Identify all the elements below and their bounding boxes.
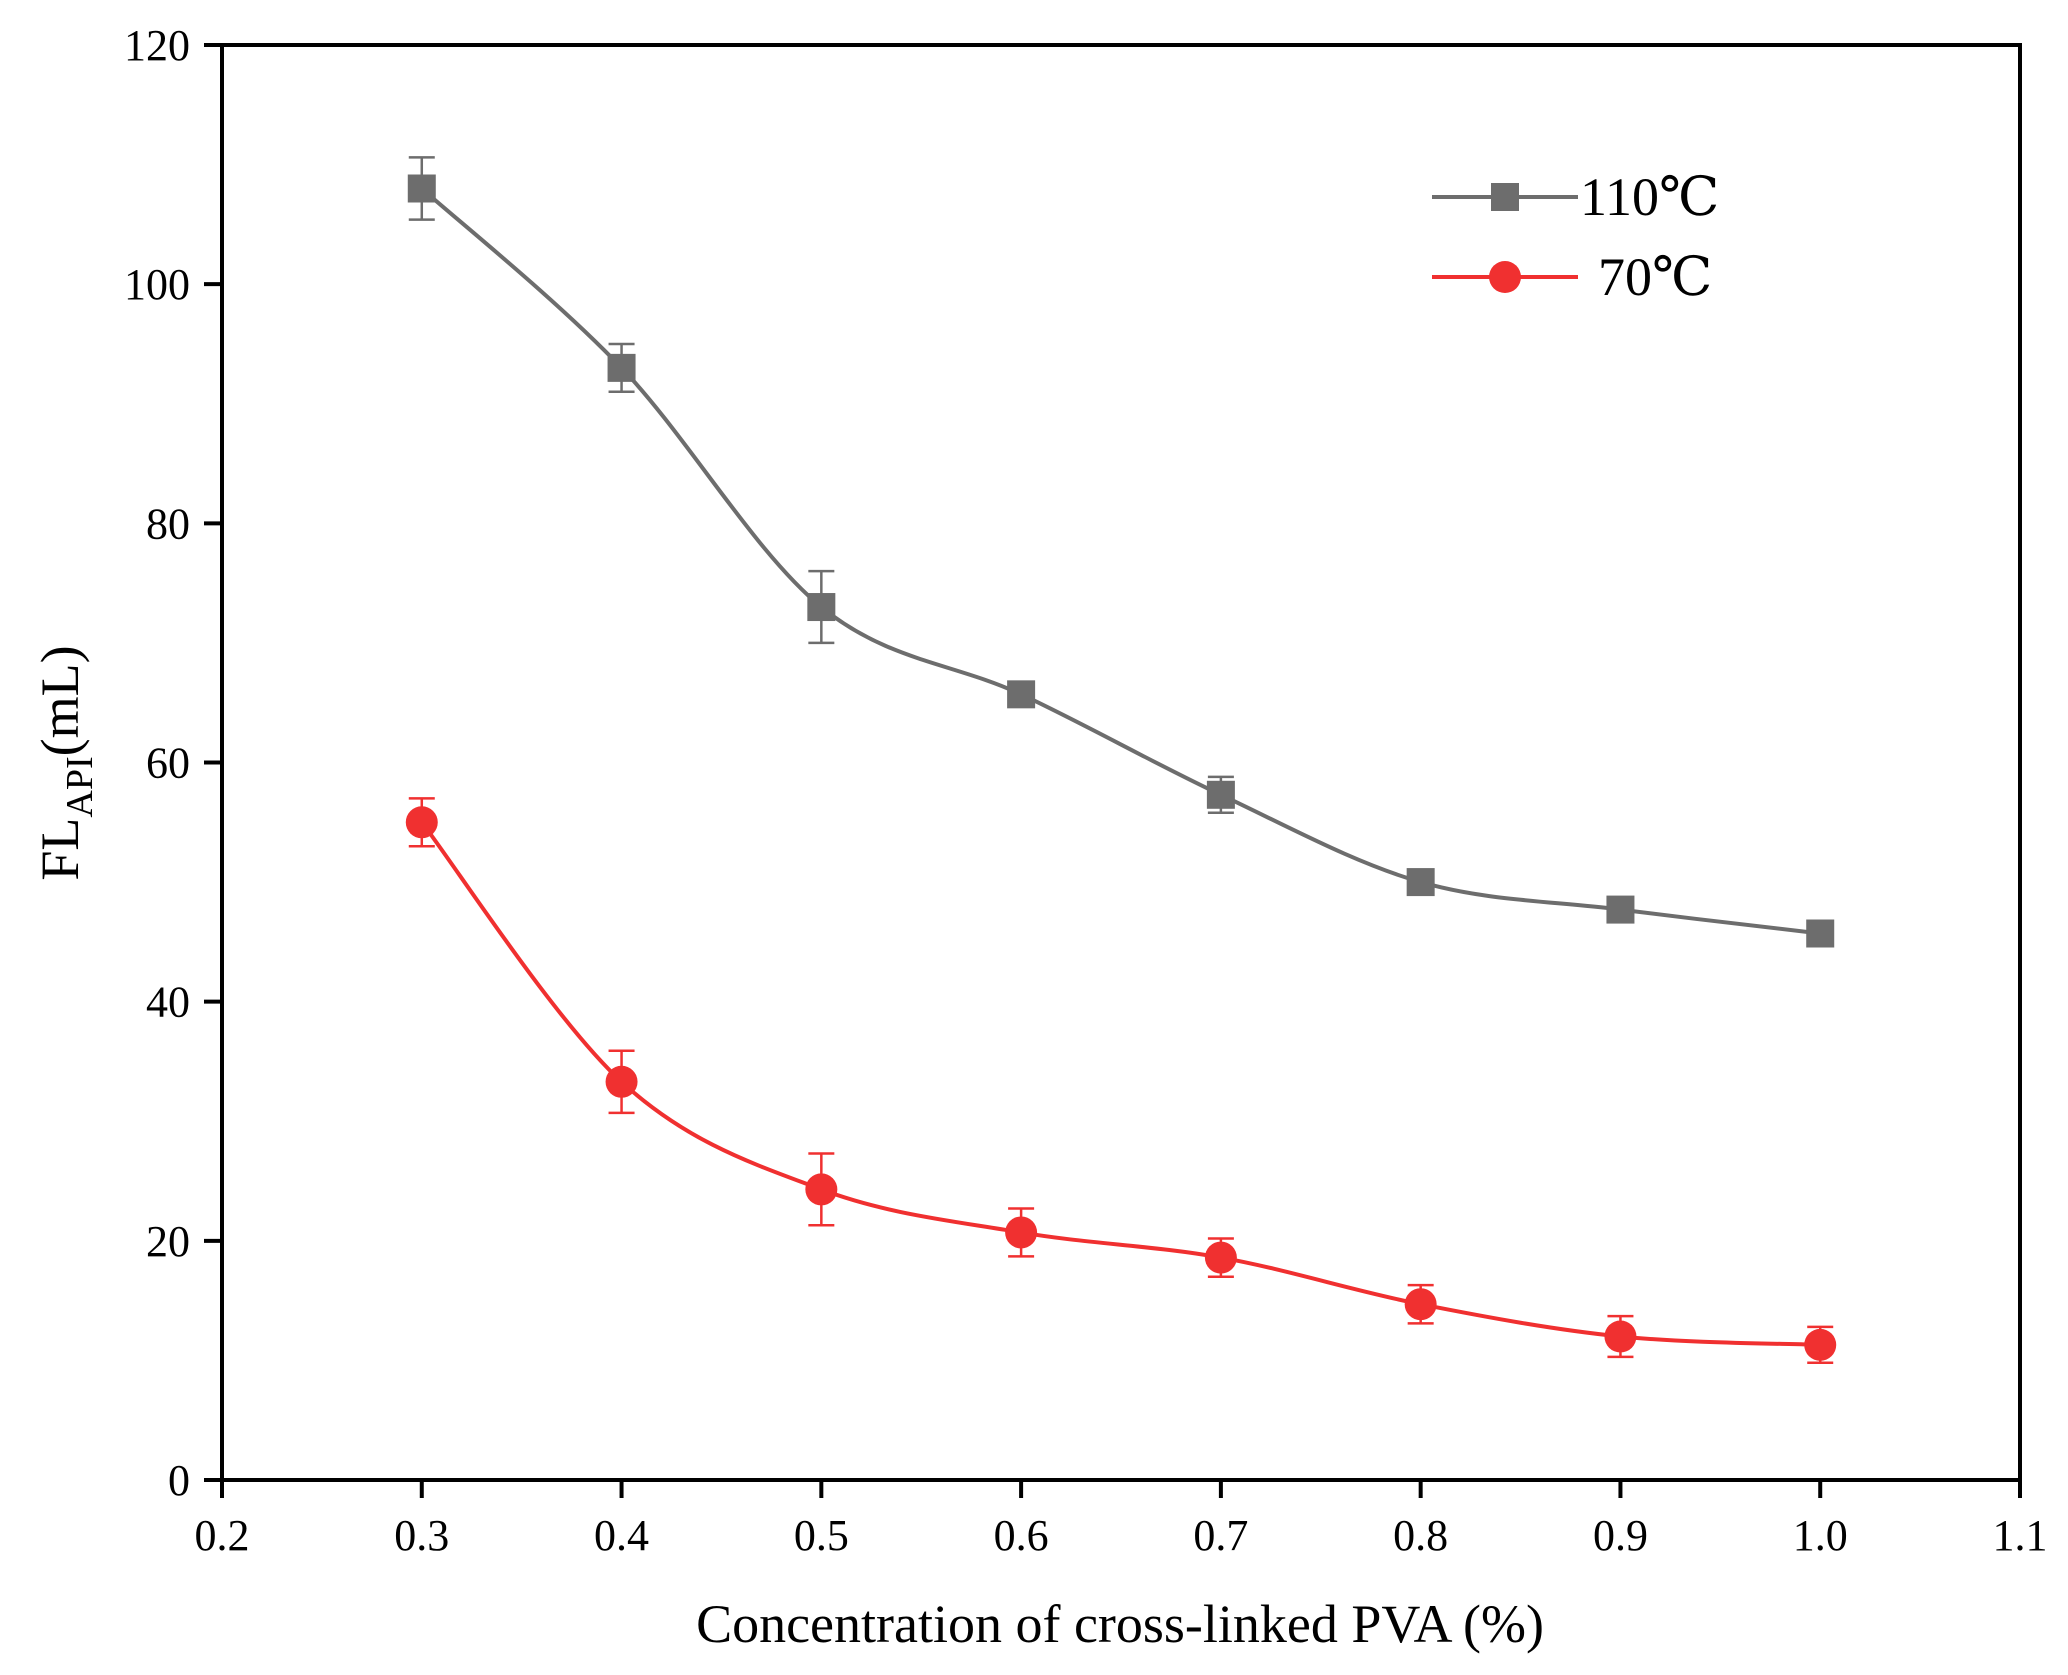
data-point [407,174,436,203]
data-point [1406,868,1435,897]
plot-area [405,156,1837,1365]
y-tick-label: 40 [146,978,190,1027]
data-point [605,1065,638,1098]
series-70c [405,797,1837,1365]
data-point [1604,1320,1637,1353]
y-tick-label: 120 [124,21,190,70]
data-point [1206,780,1235,809]
y-axis-title-main: FL [30,818,90,881]
data-point [1005,1216,1038,1249]
y-tick-label: 0 [168,1456,190,1505]
data-point [1204,1241,1237,1274]
legend-marker [1491,183,1519,211]
data-point [807,593,836,622]
x-tick-label: 0.4 [594,1511,649,1560]
y-tick-label: 60 [146,739,190,788]
legend-label: 70℃ [1598,247,1712,307]
legend-item-70c: 70℃ [1432,247,1712,307]
legend-marker [1489,261,1521,293]
y-axis-title-unit: (mL) [30,645,90,756]
x-axis-title: Concentration of cross-linked PVA (%) [696,1594,1544,1654]
data-point [1606,895,1635,924]
y-tick-label: 100 [124,260,190,309]
x-tick-label: 0.8 [1393,1511,1448,1560]
x-tick-label: 0.9 [1593,1511,1648,1560]
x-tick-label: 1.1 [1993,1511,2048,1560]
x-tick-label: 0.3 [394,1511,449,1560]
y-tick-label: 80 [146,499,190,548]
series-110c [407,156,1835,948]
x-tick-label: 0.2 [195,1511,250,1560]
data-point [1007,680,1036,709]
axes: 0.2 0.3 0.4 0.5 0.6 0.7 0.8 0.9 1.0 1.1 0 20 40 60 80 1… [124,21,2048,1560]
x-tick-label: 1.0 [1793,1511,1848,1560]
data-point [405,806,438,839]
data-point [1806,919,1835,948]
x-tick-label: 0.6 [994,1511,1049,1560]
y-axis-title: FLAPI(mL) [30,645,101,880]
data-point [805,1173,838,1206]
data-point [1804,1328,1837,1361]
data-point [607,353,636,382]
x-tick-label: 0.5 [794,1511,849,1560]
y-axis-title-subscript: API [59,756,101,817]
y-tick-label: 20 [146,1217,190,1266]
data-point [1404,1288,1437,1321]
legend: 110℃ 70℃ [1432,167,1719,307]
x-tick-label: 0.7 [1193,1511,1248,1560]
legend-label: 110℃ [1580,167,1719,227]
legend-item-110c: 110℃ [1432,167,1719,227]
